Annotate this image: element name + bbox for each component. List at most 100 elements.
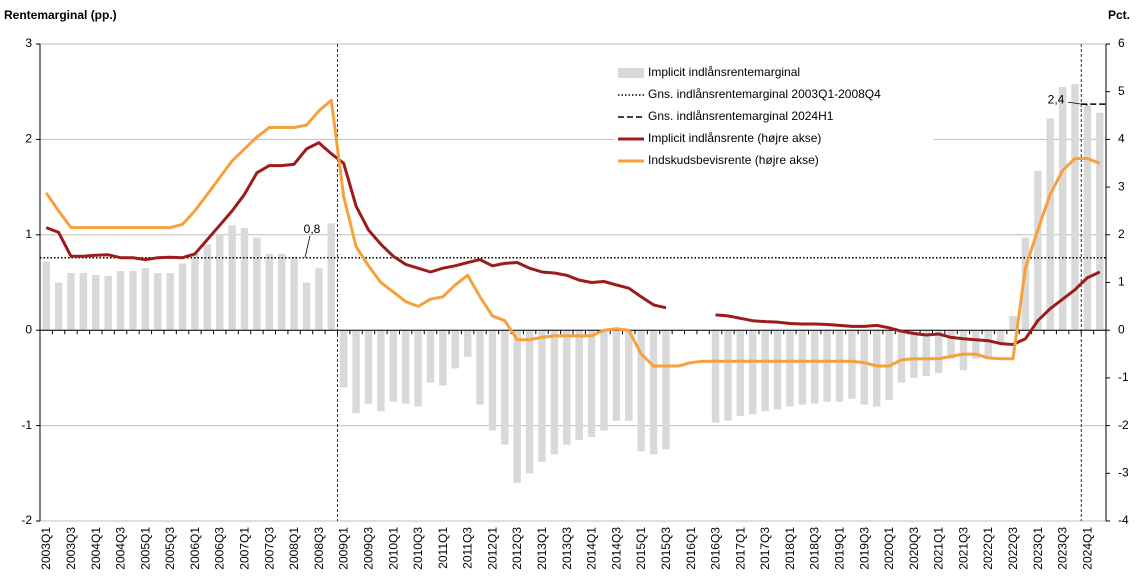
x-tick-label: 2006Q3 bbox=[213, 527, 227, 570]
bar bbox=[92, 274, 100, 331]
bar bbox=[724, 330, 732, 421]
x-tick-label: 2023Q3 bbox=[1056, 527, 1070, 570]
bar bbox=[575, 330, 583, 440]
label-leader bbox=[304, 235, 311, 258]
bar bbox=[364, 330, 373, 404]
y2-tick-label: 3 bbox=[1118, 179, 1125, 193]
x-tick-label: 2019Q3 bbox=[857, 527, 871, 570]
label-leader bbox=[1067, 101, 1089, 106]
bar bbox=[1071, 84, 1079, 331]
x-tick-label: 2023Q1 bbox=[1031, 527, 1045, 570]
bar bbox=[984, 330, 992, 359]
x-tick-label: 2020Q1 bbox=[882, 527, 896, 570]
bar bbox=[451, 330, 459, 369]
bar bbox=[749, 330, 757, 415]
bar bbox=[352, 330, 360, 414]
bar bbox=[1046, 118, 1054, 331]
legend-background bbox=[614, 61, 934, 173]
bar bbox=[959, 330, 968, 371]
bar bbox=[104, 275, 112, 331]
legend-label: Implicit indlånsrentemarginal bbox=[648, 65, 800, 79]
bar bbox=[1021, 237, 1030, 331]
x-tick-label: 2012Q3 bbox=[510, 527, 524, 570]
x-tick-label: 2007Q3 bbox=[262, 527, 276, 570]
x-tick-label: 2013Q3 bbox=[560, 527, 574, 570]
bar bbox=[463, 330, 472, 357]
bar bbox=[972, 330, 980, 359]
x-tick-label: 2005Q1 bbox=[138, 527, 152, 570]
y2-tick-label: -4 bbox=[1118, 513, 1129, 527]
bar bbox=[1058, 86, 1067, 331]
x-tick-label: 2018Q3 bbox=[808, 527, 822, 570]
x-tick-label: 2024Q1 bbox=[1080, 527, 1094, 570]
bar bbox=[476, 330, 484, 405]
x-tick-label: 2009Q3 bbox=[361, 527, 375, 570]
bar bbox=[178, 263, 187, 331]
y-tick-label: 2 bbox=[25, 132, 32, 146]
bar bbox=[67, 272, 75, 331]
y-axis-label: Rentemarginal (pp.) bbox=[4, 8, 117, 22]
bar bbox=[488, 330, 497, 431]
bar bbox=[761, 330, 769, 412]
bar bbox=[711, 330, 720, 423]
line-series bbox=[45, 141, 1101, 346]
legend-label: Gns. indlånsrentemarginal 2003Q1-2008Q4 bbox=[648, 87, 881, 101]
bar bbox=[947, 330, 955, 359]
bar bbox=[228, 225, 236, 331]
bar bbox=[54, 282, 63, 331]
x-tick-label: 2020Q3 bbox=[907, 527, 921, 570]
reference-label: 0,8 bbox=[304, 222, 321, 236]
x-tick-label: 2019Q1 bbox=[833, 527, 847, 570]
bar bbox=[662, 330, 670, 450]
x-tick-label: 2018Q1 bbox=[783, 527, 797, 570]
bar bbox=[302, 282, 311, 331]
bar bbox=[563, 330, 571, 445]
bar bbox=[116, 271, 125, 331]
legend-label: Implicit indlånsrente (højre akse) bbox=[648, 131, 821, 145]
bar bbox=[154, 272, 162, 331]
bar bbox=[773, 330, 782, 410]
x-tick-label: 2005Q3 bbox=[163, 527, 177, 570]
x-tick-label: 2004Q3 bbox=[114, 527, 128, 570]
y2-tick-label: -2 bbox=[1118, 418, 1129, 432]
bar bbox=[922, 330, 930, 376]
x-tick-label: 2009Q1 bbox=[337, 527, 351, 570]
x-tick-label: 2021Q1 bbox=[932, 527, 946, 570]
bar bbox=[625, 330, 633, 421]
bar bbox=[637, 330, 645, 452]
bar bbox=[538, 330, 546, 462]
y2-tick-label: 1 bbox=[1118, 275, 1125, 289]
legend-swatch bbox=[618, 68, 644, 78]
bar bbox=[786, 330, 794, 407]
bar bbox=[996, 330, 1005, 345]
x-tick-label: 2017Q3 bbox=[758, 527, 772, 570]
bar bbox=[823, 330, 831, 402]
y2-tick-label: 4 bbox=[1118, 132, 1125, 146]
bar bbox=[277, 253, 286, 331]
bar bbox=[253, 237, 261, 331]
bar bbox=[191, 253, 199, 331]
y2-tick-label: 2 bbox=[1118, 227, 1125, 241]
bar bbox=[290, 256, 298, 331]
bar bbox=[872, 330, 881, 407]
x-tick-label: 2012Q1 bbox=[485, 527, 499, 570]
x-tick-label: 2015Q3 bbox=[659, 527, 673, 570]
x-tick-label: 2003Q3 bbox=[64, 527, 78, 570]
y-tick-label: 1 bbox=[25, 227, 32, 241]
bar bbox=[798, 330, 807, 405]
bar bbox=[501, 330, 509, 445]
reference-label: 2,4 bbox=[1048, 92, 1065, 106]
x-tick-label: 2016Q1 bbox=[684, 527, 698, 570]
y-tick-label: -1 bbox=[21, 418, 32, 432]
bar bbox=[1034, 170, 1042, 331]
x-tick-label: 2021Q3 bbox=[956, 527, 970, 570]
bar bbox=[1009, 315, 1017, 331]
y2-tick-label: 0 bbox=[1118, 322, 1125, 336]
x-tick-label: 2003Q1 bbox=[39, 527, 53, 570]
bar bbox=[216, 234, 224, 331]
y-tick-label: -2 bbox=[21, 513, 32, 527]
x-tick-label: 2008Q3 bbox=[312, 527, 326, 570]
x-tick-label: 2006Q1 bbox=[188, 527, 202, 570]
bar bbox=[587, 330, 596, 438]
bar bbox=[377, 330, 385, 412]
